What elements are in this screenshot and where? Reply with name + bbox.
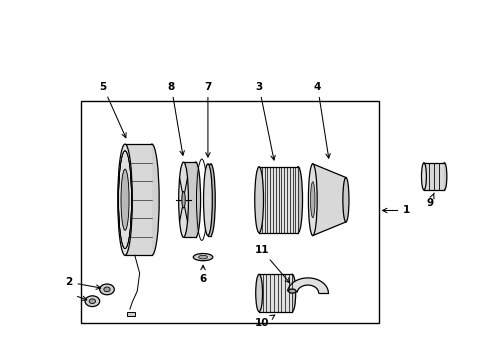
Ellipse shape — [288, 274, 295, 312]
Ellipse shape — [103, 287, 110, 292]
Text: 11: 11 — [254, 245, 289, 283]
Text: 5: 5 — [99, 82, 126, 138]
Text: 9: 9 — [426, 193, 433, 208]
Ellipse shape — [288, 289, 295, 293]
Ellipse shape — [121, 169, 129, 230]
Ellipse shape — [203, 164, 212, 235]
Bar — [259, 274, 292, 312]
Text: 8: 8 — [167, 82, 184, 155]
Text: 1: 1 — [382, 206, 409, 216]
Bar — [207, 164, 210, 235]
Ellipse shape — [293, 167, 302, 233]
Bar — [423, 163, 444, 190]
Ellipse shape — [254, 167, 263, 233]
Polygon shape — [287, 278, 328, 293]
Ellipse shape — [342, 177, 348, 222]
Ellipse shape — [198, 255, 207, 259]
Ellipse shape — [144, 144, 159, 255]
Ellipse shape — [310, 182, 314, 218]
Ellipse shape — [85, 296, 100, 307]
Ellipse shape — [182, 192, 185, 208]
Ellipse shape — [178, 162, 188, 237]
Ellipse shape — [89, 299, 95, 303]
Bar — [125, 144, 152, 255]
Text: 6: 6 — [199, 265, 206, 284]
Ellipse shape — [308, 164, 317, 235]
Ellipse shape — [118, 144, 132, 255]
Ellipse shape — [421, 163, 426, 190]
Text: 3: 3 — [255, 82, 275, 160]
Bar — [81, 101, 378, 323]
Polygon shape — [312, 164, 345, 235]
Ellipse shape — [206, 164, 215, 235]
Ellipse shape — [100, 284, 114, 295]
Ellipse shape — [190, 162, 200, 237]
Text: 4: 4 — [313, 82, 329, 158]
Bar — [183, 162, 195, 237]
Bar — [127, 312, 135, 316]
Ellipse shape — [193, 253, 212, 261]
Bar — [259, 167, 298, 233]
Text: 2: 2 — [65, 277, 101, 289]
Ellipse shape — [255, 274, 262, 312]
Text: 10: 10 — [254, 315, 274, 328]
Ellipse shape — [441, 163, 446, 190]
Text: 7: 7 — [204, 82, 211, 157]
